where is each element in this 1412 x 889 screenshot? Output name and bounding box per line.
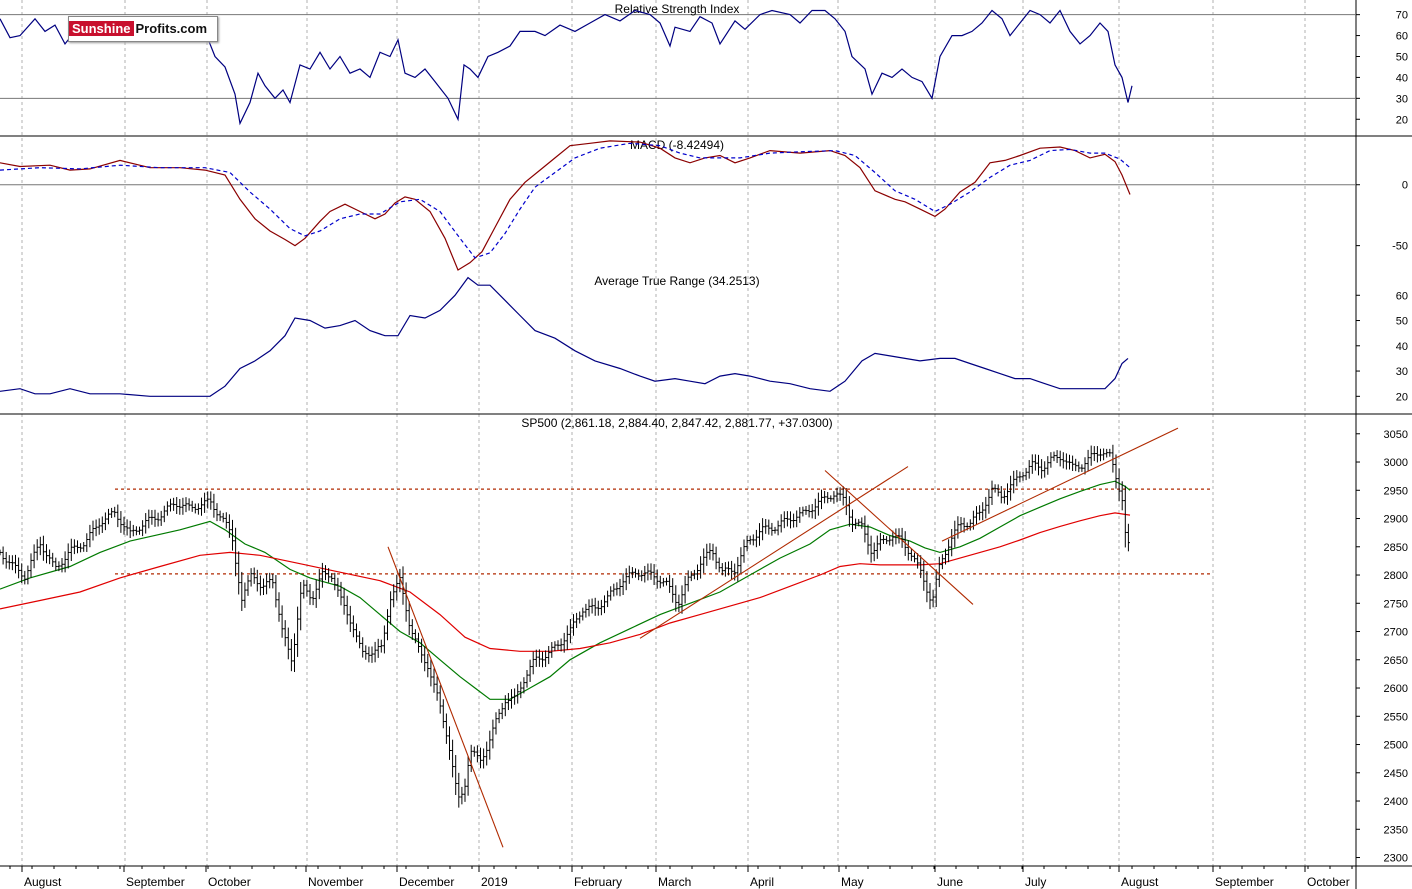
x-tick-label: June <box>937 875 963 889</box>
pane-title: Relative Strength Index <box>615 2 740 16</box>
pane-title: MACD (-8.42494) <box>630 138 724 152</box>
y-tick-label: 50 <box>1396 316 1408 328</box>
signal-line <box>0 142 1131 259</box>
macd-line <box>0 140 1131 271</box>
x-tick-label: 2019 <box>481 875 508 889</box>
y-tick-label: 2700 <box>1384 627 1408 639</box>
y-tick-label: 2750 <box>1384 598 1408 610</box>
x-tick-label: September <box>126 875 185 889</box>
indicator-line <box>0 276 1129 397</box>
x-tick-label: November <box>308 875 363 889</box>
y-tick-label: 3050 <box>1384 429 1408 441</box>
x-tick-label: October <box>208 875 251 889</box>
y-tick-label: 30 <box>1396 93 1408 105</box>
y-tick-label: 2400 <box>1384 796 1408 808</box>
trendline <box>387 546 504 848</box>
y-tick-label: 2450 <box>1384 768 1408 780</box>
y-tick-label: 20 <box>1396 114 1408 126</box>
y-tick-label: 40 <box>1396 72 1408 84</box>
indicator-line <box>0 9 1133 126</box>
y-tick-label: 50 <box>1396 51 1408 63</box>
x-tick-label: October <box>1307 875 1350 889</box>
y-tick-label: 60 <box>1396 290 1408 302</box>
y-tick-label: 2300 <box>1384 853 1408 865</box>
y-tick-label: 2500 <box>1384 740 1408 752</box>
x-tick-label: August <box>24 875 62 889</box>
x-tick-label: September <box>1215 875 1274 889</box>
x-tick-label: February <box>574 875 622 889</box>
x-tick-label: December <box>399 875 454 889</box>
y-tick-label: 2950 <box>1384 485 1408 497</box>
logo-part-1: Sunshine <box>69 21 134 36</box>
x-tick-label: March <box>658 875 691 889</box>
x-tick-label: April <box>750 875 774 889</box>
pane-title: Average True Range (34.2513) <box>594 274 759 288</box>
logo-part-2: Profits.com <box>135 21 208 36</box>
y-tick-label: 20 <box>1396 391 1408 403</box>
y-tick-label: -50 <box>1392 241 1408 253</box>
y-tick-label: 60 <box>1396 31 1408 43</box>
y-tick-label: 2600 <box>1384 683 1408 695</box>
pane-title: SP500 (2,861.18, 2,884.40, 2,847.42, 2,8… <box>521 416 832 430</box>
y-tick-label: 70 <box>1396 10 1408 22</box>
y-tick-label: 2800 <box>1384 570 1408 582</box>
y-tick-label: 3000 <box>1384 457 1408 469</box>
trendline <box>824 470 974 605</box>
y-tick-label: 0 <box>1402 180 1408 192</box>
x-tick-label: August <box>1121 875 1159 889</box>
y-tick-label: 2650 <box>1384 655 1408 667</box>
short-moving-average <box>0 480 1131 700</box>
y-tick-label: 2850 <box>1384 542 1408 554</box>
x-tick-label: May <box>841 875 864 889</box>
long-moving-average <box>0 512 1131 652</box>
y-tick-label: 2900 <box>1384 514 1408 526</box>
sunshine-profits-logo[interactable]: Sunshine Profits.com <box>68 16 218 42</box>
y-tick-label: 2350 <box>1384 824 1408 836</box>
y-tick-label: 30 <box>1396 366 1408 378</box>
trendline <box>941 427 1179 542</box>
y-tick-label: 2550 <box>1384 711 1408 723</box>
x-tick-label: July <box>1025 875 1046 889</box>
y-tick-label: 40 <box>1396 341 1408 353</box>
trendline <box>639 466 909 639</box>
